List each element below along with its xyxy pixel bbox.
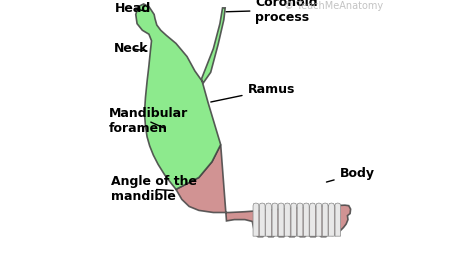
Polygon shape bbox=[272, 203, 278, 236]
Polygon shape bbox=[297, 203, 303, 236]
Polygon shape bbox=[316, 203, 322, 236]
Polygon shape bbox=[278, 203, 284, 236]
Text: © TeachMeAnatomy: © TeachMeAnatomy bbox=[284, 1, 383, 11]
Text: Mandibular
foramen: Mandibular foramen bbox=[109, 107, 188, 135]
Text: Neck: Neck bbox=[113, 42, 148, 55]
Polygon shape bbox=[322, 203, 328, 236]
Polygon shape bbox=[265, 203, 272, 236]
Text: Coronoid
process: Coronoid process bbox=[226, 0, 318, 24]
Polygon shape bbox=[176, 145, 351, 237]
Polygon shape bbox=[253, 203, 259, 236]
Polygon shape bbox=[136, 4, 225, 189]
Text: Ramus: Ramus bbox=[211, 83, 295, 102]
Text: Body: Body bbox=[327, 167, 374, 182]
Polygon shape bbox=[284, 203, 290, 236]
Text: Head: Head bbox=[115, 2, 151, 15]
Polygon shape bbox=[328, 203, 334, 236]
Polygon shape bbox=[335, 203, 341, 236]
Polygon shape bbox=[291, 203, 297, 236]
Polygon shape bbox=[303, 203, 309, 236]
Polygon shape bbox=[259, 203, 265, 236]
Text: Angle of the
mandible: Angle of the mandible bbox=[111, 175, 197, 203]
Polygon shape bbox=[310, 203, 316, 236]
